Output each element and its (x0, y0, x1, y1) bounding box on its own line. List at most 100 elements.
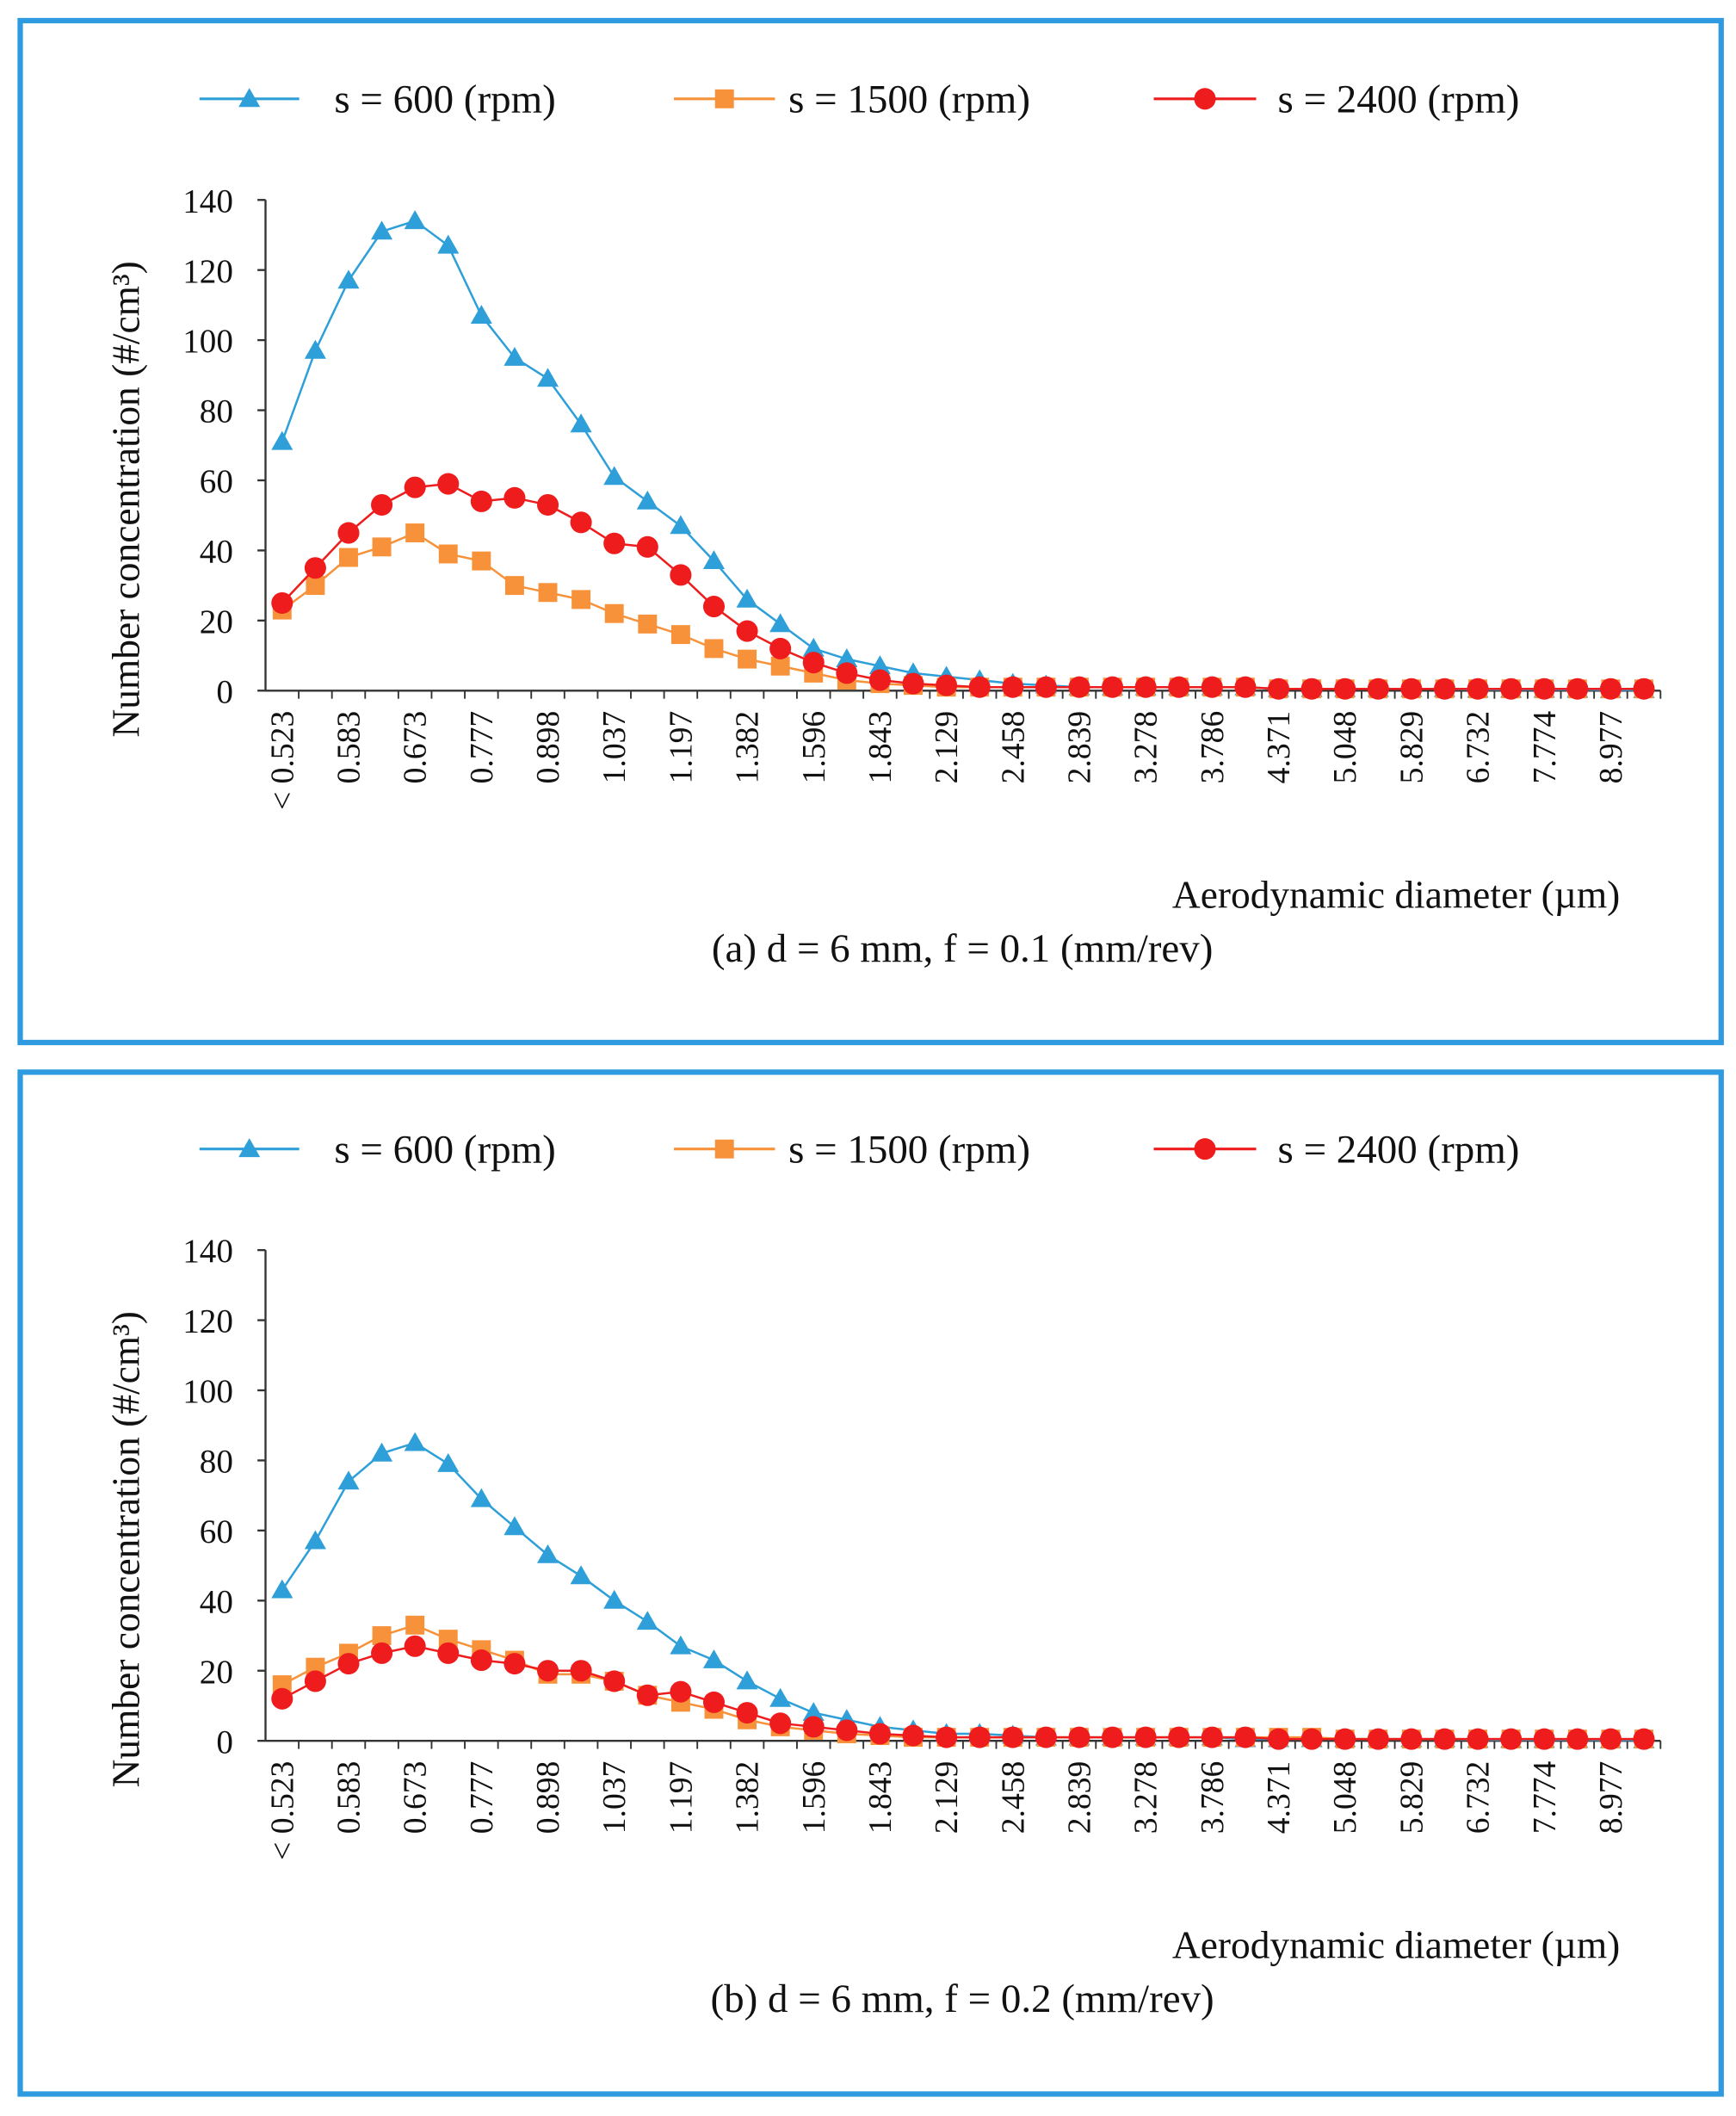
marker-triangle (238, 88, 261, 108)
marker-triangle (304, 1530, 326, 1550)
x-tick-label: 2.129 (930, 711, 965, 784)
legend-label: s = 600 (rpm) (334, 1127, 555, 1172)
marker-circle (1102, 676, 1124, 698)
marker-square (704, 639, 724, 659)
x-tick-label: 0.673 (398, 711, 434, 784)
x-tick-label: 8.977 (1594, 1761, 1629, 1834)
marker-circle (1068, 676, 1090, 698)
marker-circle (636, 1684, 658, 1706)
x-tick-label: 2.129 (930, 1761, 965, 1834)
marker-triangle (769, 1687, 792, 1707)
marker-square (738, 649, 757, 669)
x-axis-title: Aerodynamic diameter (µm) (1172, 1923, 1620, 1966)
x-tick-label: < 0.523 (265, 1761, 300, 1860)
marker-circle (1500, 1728, 1523, 1750)
legend-label: s = 1500 (rpm) (788, 1127, 1030, 1172)
marker-circle (504, 1653, 526, 1675)
marker-triangle (337, 269, 360, 289)
x-tick-label: 0.777 (465, 711, 500, 784)
x-tick-label: 1.197 (664, 1761, 699, 1834)
marker-triangle (570, 1565, 592, 1585)
marker-circle (670, 1680, 692, 1703)
x-tick-label: 1.037 (597, 711, 633, 784)
marker-circle (337, 1653, 360, 1675)
marker-square (571, 590, 591, 609)
marker-square (714, 1139, 734, 1159)
marker-triangle (470, 1488, 492, 1507)
marker-circle (1267, 677, 1290, 700)
marker-triangle (437, 234, 460, 254)
y-tick-label: 0 (216, 673, 233, 710)
x-tick-label: 1.037 (597, 1761, 633, 1834)
marker-circle (1300, 1728, 1323, 1750)
x-tick-label: 0.898 (531, 711, 566, 784)
marker-triangle (271, 1579, 293, 1599)
y-tick-label: 20 (200, 1654, 233, 1691)
marker-circle (1633, 1728, 1655, 1750)
marker-circle (636, 535, 658, 558)
marker-circle (1035, 676, 1057, 698)
marker-circle (536, 1660, 559, 1682)
marker-circle (570, 1660, 592, 1682)
x-tick-label: 1.843 (863, 1761, 899, 1834)
marker-circle (736, 620, 758, 642)
marker-circle (902, 1724, 924, 1747)
chart-caption: (b) d = 6 mm, f = 0.2 (mm/rev) (711, 1977, 1214, 2021)
marker-circle (968, 676, 991, 698)
marker-circle (1467, 1728, 1489, 1750)
x-tick-label: 6.732 (1461, 711, 1497, 784)
marker-triangle (404, 210, 426, 230)
y-tick-label: 60 (200, 463, 233, 500)
marker-circle (1334, 677, 1356, 700)
marker-square (405, 523, 425, 543)
x-tick-label: 5.048 (1328, 1761, 1363, 1834)
x-tick-label: 4.371 (1262, 711, 1297, 784)
marker-circle (1134, 676, 1157, 698)
x-tick-label: 2.839 (1062, 711, 1097, 784)
marker-circle (670, 564, 692, 586)
x-tick-label: 4.371 (1262, 1761, 1297, 1834)
marker-circle (1002, 676, 1024, 698)
marker-circle (769, 637, 792, 659)
marker-circle (902, 672, 924, 695)
marker-square (504, 576, 524, 596)
y-tick-label: 0 (216, 1723, 233, 1760)
marker-circle (470, 1649, 492, 1672)
y-axis-title: Number concentration (#/cm³) (104, 261, 147, 737)
marker-circle (1533, 677, 1555, 700)
marker-circle (1367, 677, 1389, 700)
legend-label: s = 600 (rpm) (334, 77, 555, 121)
marker-circle (1102, 1726, 1124, 1748)
marker-circle (1467, 677, 1489, 700)
marker-triangle (603, 466, 626, 486)
marker-circle (1566, 677, 1589, 700)
x-tick-label: 6.732 (1461, 1761, 1497, 1834)
marker-triangle (636, 1611, 658, 1630)
marker-circle (1533, 1728, 1555, 1750)
y-axis-title: Number concentration (#/cm³) (104, 1311, 147, 1787)
x-tick-label: 0.583 (332, 711, 368, 784)
x-tick-label: 0.583 (332, 1761, 368, 1834)
marker-square (538, 583, 558, 603)
x-tick-label: 1.197 (664, 711, 699, 784)
marker-square (714, 89, 734, 108)
x-tick-label: 1.596 (797, 711, 832, 784)
x-tick-label: 0.673 (398, 1761, 434, 1834)
marker-square (638, 614, 658, 634)
marker-circle (1234, 1726, 1257, 1748)
marker-circle (1201, 1726, 1223, 1748)
x-tick-label: 3.786 (1195, 711, 1231, 784)
marker-triangle (670, 515, 692, 535)
marker-square (405, 1615, 425, 1635)
marker-circle (1599, 1728, 1622, 1750)
y-tick-label: 40 (200, 1583, 233, 1620)
marker-circle (337, 522, 360, 544)
marker-triangle (371, 1442, 393, 1462)
marker-circle (769, 1712, 792, 1735)
marker-circle (936, 1726, 958, 1748)
marker-circle (404, 1635, 426, 1657)
marker-circle (1201, 676, 1223, 698)
y-tick-label: 20 (200, 603, 233, 640)
panel-frame (17, 17, 1724, 1046)
marker-circle (968, 1726, 991, 1748)
